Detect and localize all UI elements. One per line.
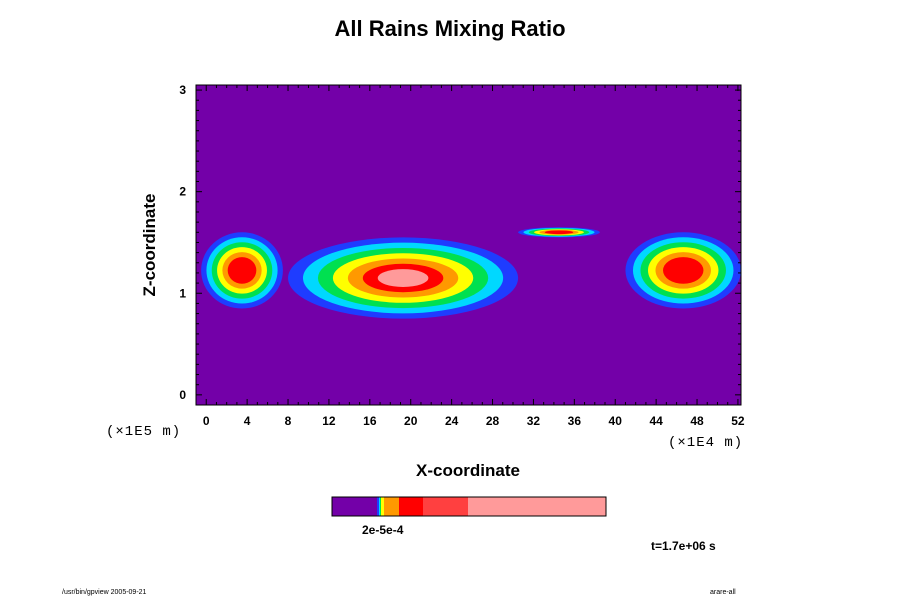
rain-region-3-level-5 (663, 257, 704, 284)
colorbar-segment-7 (423, 497, 468, 516)
x-tick-label: 8 (285, 414, 292, 428)
x-tick-label: 0 (203, 414, 210, 428)
colorbar-segment-4 (381, 497, 384, 516)
x-tick-label: 16 (363, 414, 377, 428)
colorbar-segment-0 (332, 497, 377, 516)
rain-region-0-level-5 (227, 257, 257, 284)
y-tick-label: 2 (179, 185, 186, 199)
x-tick-label: 36 (568, 414, 582, 428)
rain-region-1-level-6 (377, 269, 429, 287)
footer-left-text: /usr/bin/gpview 2005-09-21 (62, 589, 147, 596)
x-tick-label: 28 (486, 414, 500, 428)
y-scale-label: (×1E5 m) (106, 424, 182, 440)
colorbar-segment-5 (384, 497, 399, 516)
x-axis-label: X-coordinate (416, 461, 520, 480)
colorbar-tick-label: 2e-5e-4 (362, 523, 404, 537)
time-annotation: t=1.7e+06 s (651, 539, 716, 553)
footer-right-text: arare-all (710, 589, 736, 596)
colorbar-frame (331, 496, 607, 517)
colorbar-segment-2 (379, 497, 380, 516)
plot-frame (195, 84, 742, 406)
rain-regions (201, 227, 741, 319)
y-tick-label: 3 (179, 83, 186, 97)
colorbar (331, 496, 607, 517)
x-tick-label: 20 (404, 414, 418, 428)
x-tick-label: 44 (649, 414, 663, 428)
colorbar-segment-6 (399, 497, 423, 516)
colorbar-segment-8 (468, 497, 606, 516)
x-tick-label: 4 (244, 414, 251, 428)
y-tick-label: 0 (179, 388, 186, 402)
x-scale-label: (×1E4 m) (668, 435, 744, 451)
x-tick-label: 40 (609, 414, 623, 428)
y-tick-label: 1 (179, 286, 186, 300)
chart-title: All Rains Mixing Ratio (334, 16, 566, 41)
colorbar-segment-3 (380, 497, 381, 516)
x-tick-label: 52 (731, 414, 745, 428)
x-tick-label: 32 (527, 414, 541, 428)
x-ticks: 0 4 8 12 16 20 24 28 32 36 40 44 48 52 (203, 85, 745, 428)
x-tick-label: 12 (322, 414, 336, 428)
x-tick-label: 48 (690, 414, 704, 428)
y-ticks: 0 1 2 3 (179, 83, 741, 402)
colorbar-segment-1 (377, 497, 379, 516)
rain-region-2-level-5 (544, 230, 574, 235)
x-tick-label: 24 (445, 414, 459, 428)
